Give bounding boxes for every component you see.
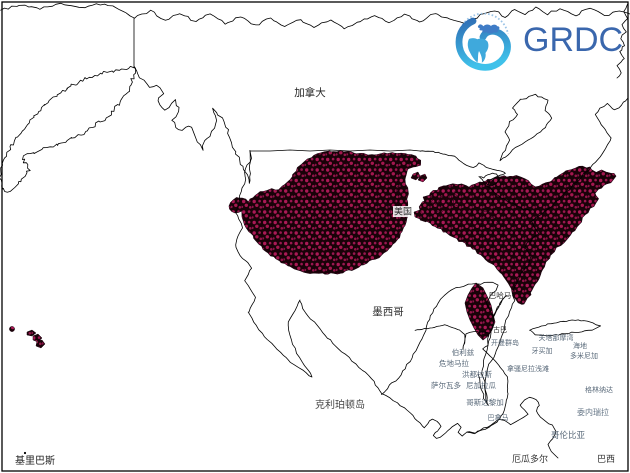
svg-text:克利珀顿岛: 克利珀顿岛 <box>315 398 365 411</box>
svg-text:多米尼加: 多米尼加 <box>570 351 598 360</box>
svg-text:萨尔瓦多: 萨尔瓦多 <box>431 380 461 390</box>
svg-text:格林纳达: 格林纳达 <box>585 385 613 394</box>
svg-text:关塔那摩湾: 关塔那摩湾 <box>539 333 574 342</box>
svg-text:巴西: 巴西 <box>597 454 615 464</box>
svg-text:巴拿马: 巴拿马 <box>488 413 509 422</box>
svg-text:开曼群岛: 开曼群岛 <box>491 338 519 347</box>
svg-text:牙买加: 牙买加 <box>532 346 553 355</box>
svg-text:GRDC: GRDC <box>523 21 623 59</box>
svg-text:古巴: 古巴 <box>493 325 507 334</box>
svg-text:拿骚尼拉浅滩: 拿骚尼拉浅滩 <box>507 364 549 373</box>
svg-text:危地马拉: 危地马拉 <box>439 358 469 368</box>
svg-text:墨西哥: 墨西哥 <box>372 306 404 318</box>
svg-text:美国: 美国 <box>394 206 412 217</box>
svg-text:巴哈马: 巴哈马 <box>489 290 512 300</box>
svg-text:尼加拉瓜: 尼加拉瓜 <box>466 380 496 390</box>
svg-text:哥伦比亚: 哥伦比亚 <box>551 430 586 440</box>
svg-text:洪都拉斯: 洪都拉斯 <box>462 369 492 379</box>
svg-text:委内瑞拉: 委内瑞拉 <box>577 407 609 417</box>
svg-text:加拿大: 加拿大 <box>294 86 326 99</box>
svg-text:海地: 海地 <box>573 341 587 350</box>
svg-text:厄瓜多尔: 厄瓜多尔 <box>512 453 548 464</box>
svg-text:哥斯达黎加: 哥斯达黎加 <box>466 397 504 407</box>
svg-text:基里巴斯: 基里巴斯 <box>15 454 55 467</box>
svg-text:伯利兹: 伯利兹 <box>452 347 475 357</box>
